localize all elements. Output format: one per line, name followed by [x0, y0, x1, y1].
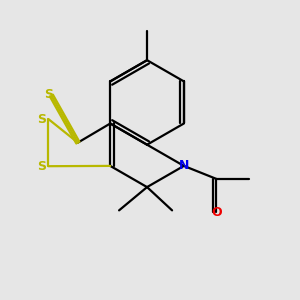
Text: S: S: [38, 160, 46, 173]
Text: S: S: [38, 112, 46, 126]
Text: O: O: [212, 206, 222, 219]
Text: N: N: [179, 159, 190, 172]
Text: S: S: [44, 88, 53, 100]
